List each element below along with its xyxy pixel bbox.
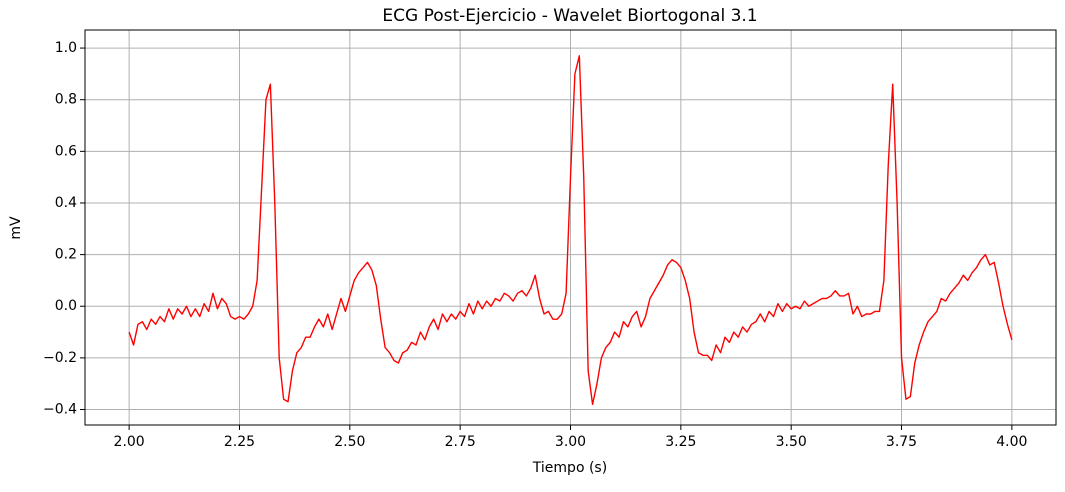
x-tick-label: 2.25 <box>224 434 255 450</box>
chart-title: ECG Post-Ejercicio - Wavelet Biortogonal… <box>382 6 757 26</box>
y-tick-label: −0.4 <box>43 402 77 418</box>
plot-frame <box>84 29 1057 426</box>
x-tick-label: 3.75 <box>886 434 917 450</box>
ecg-line <box>128 55 1013 406</box>
x-tick-label: 2.75 <box>445 434 476 450</box>
y-tick-label: 0.2 <box>55 247 77 263</box>
y-tick-label: 0.8 <box>55 92 77 108</box>
y-tick-label: −0.2 <box>43 350 77 366</box>
x-tick-label: 3.50 <box>776 434 807 450</box>
x-tick-label: 2.00 <box>114 434 145 450</box>
x-tick-label: 3.25 <box>665 434 696 450</box>
y-tick-label: 0.6 <box>55 143 77 159</box>
x-tick-label: 3.00 <box>555 434 586 450</box>
y-tick-label: 0.4 <box>55 195 77 211</box>
x-tick-label: 4.00 <box>996 434 1027 450</box>
y-tick-label: 1.0 <box>55 40 77 56</box>
x-axis-label: Tiempo (s) <box>532 460 607 476</box>
y-tick-label: 0.0 <box>55 298 77 314</box>
x-tick-label: 2.50 <box>334 434 365 450</box>
y-axis-label: mV <box>8 216 24 240</box>
